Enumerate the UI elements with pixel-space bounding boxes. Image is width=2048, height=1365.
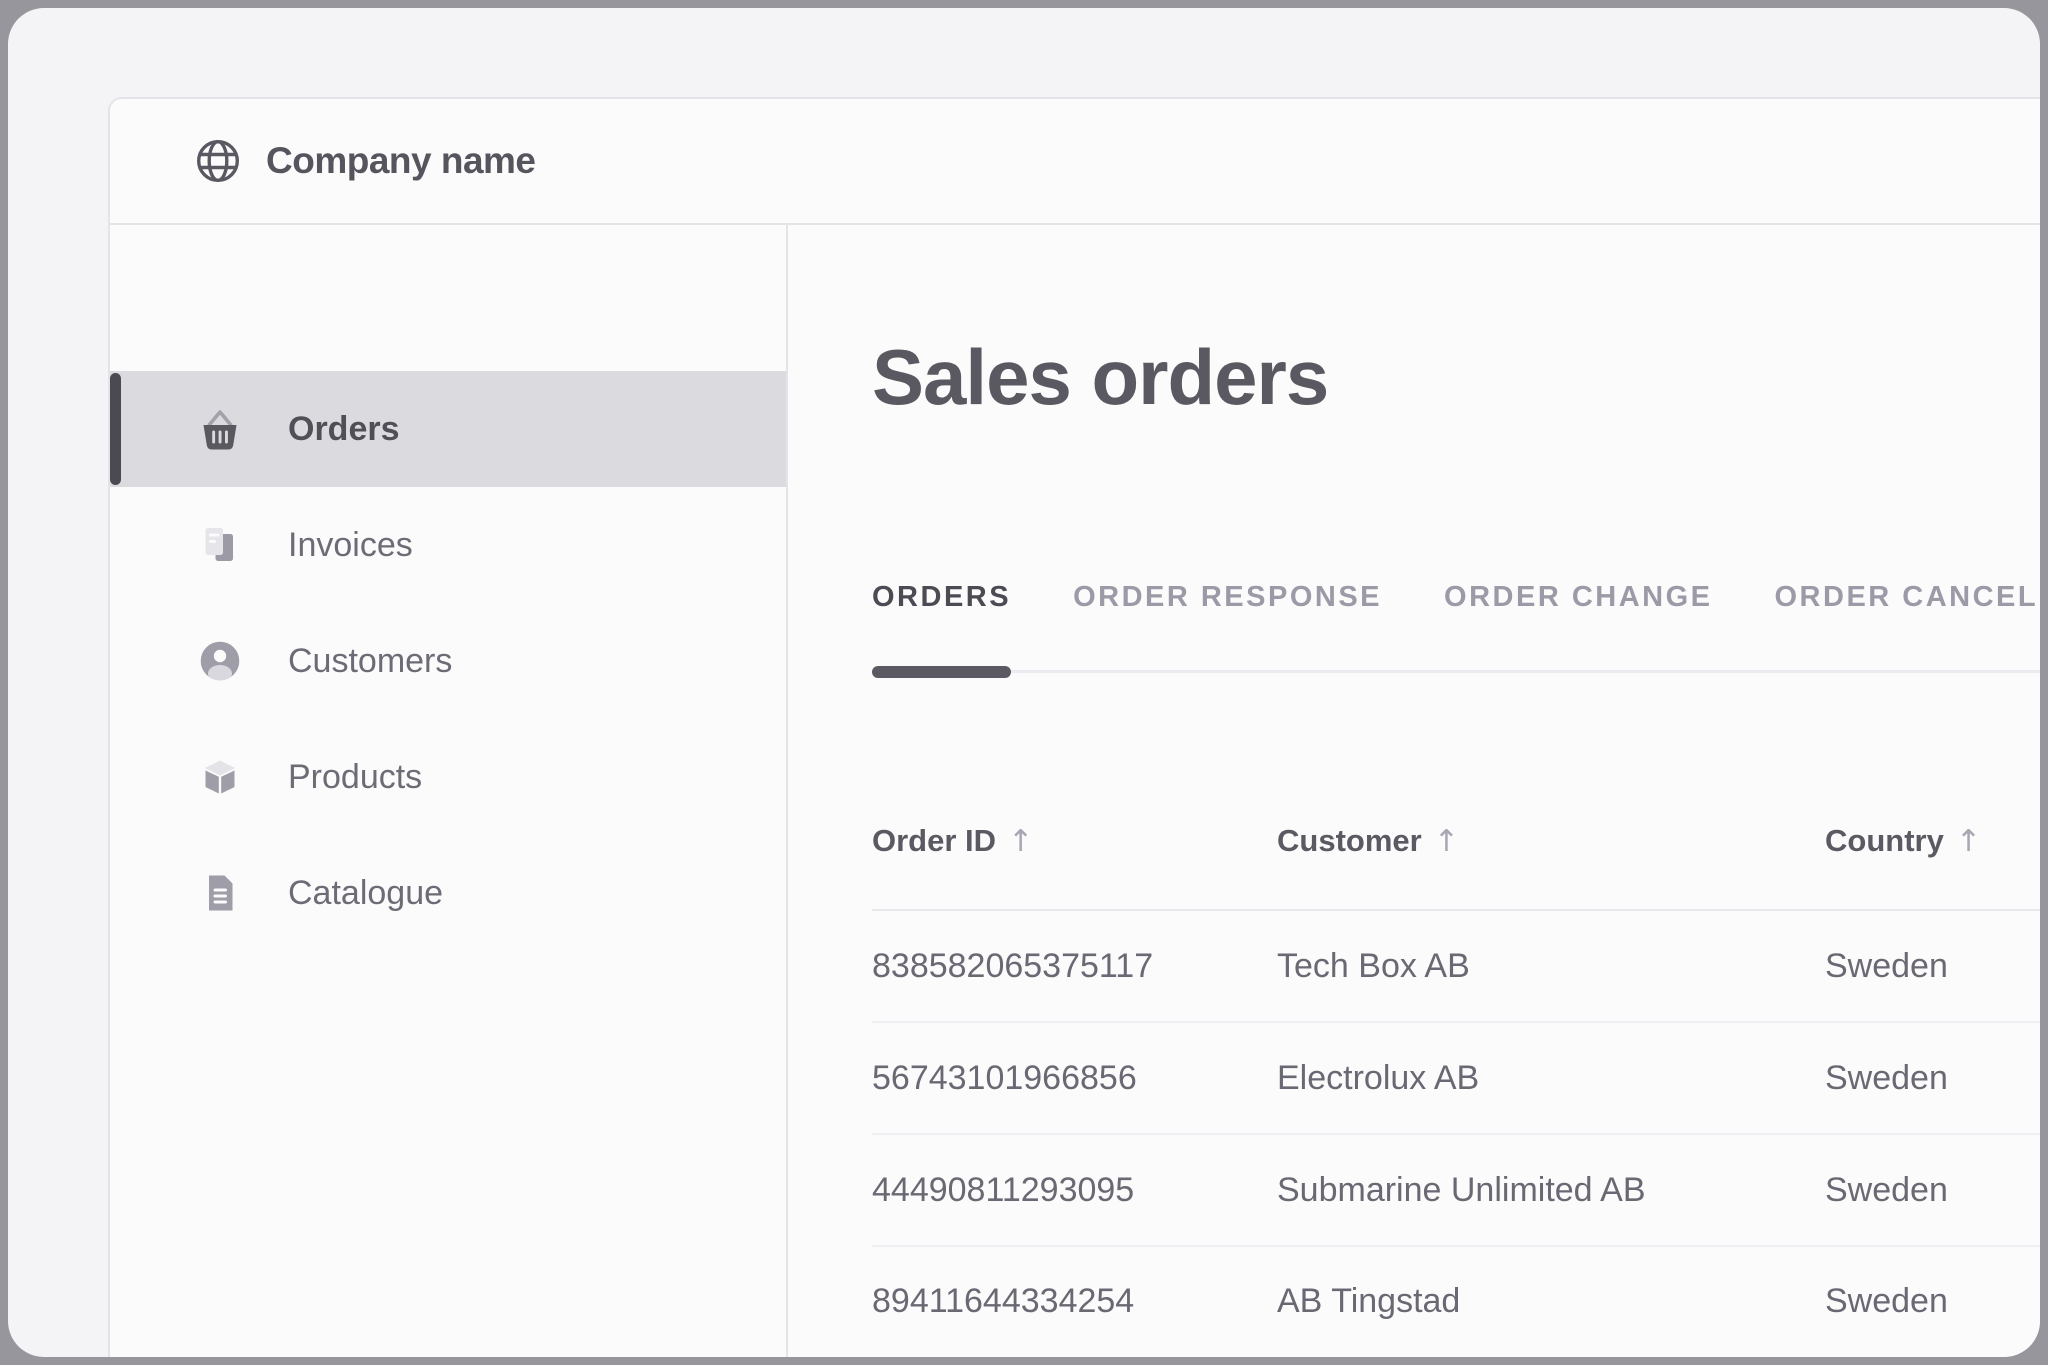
cell-country: Sweden xyxy=(1825,1282,1948,1321)
sidebar-item-label: Customers xyxy=(288,641,453,680)
tab-orders[interactable]: ORDERS xyxy=(872,581,1012,679)
arrow-up-icon: ↑ xyxy=(1955,824,1981,860)
sidebar-item-invoices[interactable]: Invoices xyxy=(110,487,786,603)
tab-order-response[interactable]: ORDER RESPONSE xyxy=(1073,581,1383,614)
cell-order-id: 56743101966856 xyxy=(872,1058,1137,1097)
sidebar-item-orders[interactable]: Orders xyxy=(110,371,786,487)
table-row[interactable]: 89411644334254 AB Tingstad Sweden xyxy=(872,1247,2040,1357)
column-header-order-id[interactable]: Order ID ↑ xyxy=(872,823,1034,860)
cell-customer: Submarine Unlimited AB xyxy=(1277,1170,1646,1209)
app-header: Company name xyxy=(110,99,2040,225)
column-header-customer[interactable]: Customer ↑ xyxy=(1277,823,1459,860)
app-window: Company name Orders xyxy=(8,8,2040,1357)
sidebar-item-label: Invoices xyxy=(288,525,413,564)
cell-order-id: 89411644334254 xyxy=(872,1282,1135,1321)
tab-bar: ORDERS ORDER RESPONSE ORDER CHANGE ORDER… xyxy=(872,581,2041,679)
table-row[interactable]: 838582065375117 Tech Box AB Sweden xyxy=(872,911,2040,1024)
invoices-icon xyxy=(196,521,244,569)
document-icon xyxy=(196,869,244,917)
cell-customer: Electrolux AB xyxy=(1277,1058,1480,1097)
cell-country: Sweden xyxy=(1825,1170,1948,1209)
sidebar-item-customers[interactable]: Customers xyxy=(110,603,786,719)
brand-name: Company name xyxy=(266,140,536,181)
basket-icon xyxy=(196,405,244,453)
page-title: Sales orders xyxy=(872,333,1329,421)
cell-country: Sweden xyxy=(1825,1058,1948,1097)
cell-order-id: 838582065375117 xyxy=(872,946,1154,985)
app-body: Orders Invoices xyxy=(110,225,2040,1357)
sidebar-item-catalogue[interactable]: Catalogue xyxy=(110,835,786,951)
table-header: Order ID ↑ Customer ↑ Country ↑ xyxy=(872,823,2040,912)
sidebar-item-label: Products xyxy=(288,757,423,796)
cube-icon xyxy=(196,753,244,801)
table-row[interactable]: 44490811293095 Submarine Unlimited AB Sw… xyxy=(872,1135,2040,1247)
app-card: Company name Orders xyxy=(108,97,2040,1357)
cell-country: Sweden xyxy=(1825,946,1948,985)
sidebar: Orders Invoices xyxy=(110,225,788,1357)
table-row[interactable]: 56743101966856 Electrolux AB Sweden xyxy=(872,1023,2040,1136)
column-header-country[interactable]: Country ↑ xyxy=(1825,823,1981,860)
cell-customer: Tech Box AB xyxy=(1277,946,1470,985)
globe-icon xyxy=(194,137,242,185)
tab-order-change[interactable]: ORDER CHANGE xyxy=(1444,581,1713,614)
tab-order-cancellation[interactable]: ORDER CANCELLATION xyxy=(1774,581,2041,614)
sidebar-item-label: Orders xyxy=(288,409,400,448)
person-icon xyxy=(196,637,244,685)
sidebar-item-products[interactable]: Products xyxy=(110,719,786,835)
main-content: Sales orders ORDERS ORDER RESPONSE ORDER… xyxy=(788,225,2040,1357)
arrow-up-icon: ↑ xyxy=(1008,824,1034,860)
cell-order-id: 44490811293095 xyxy=(872,1170,1135,1209)
cell-customer: AB Tingstad xyxy=(1277,1282,1461,1321)
sidebar-item-label: Catalogue xyxy=(288,873,444,912)
arrow-up-icon: ↑ xyxy=(1433,824,1459,860)
